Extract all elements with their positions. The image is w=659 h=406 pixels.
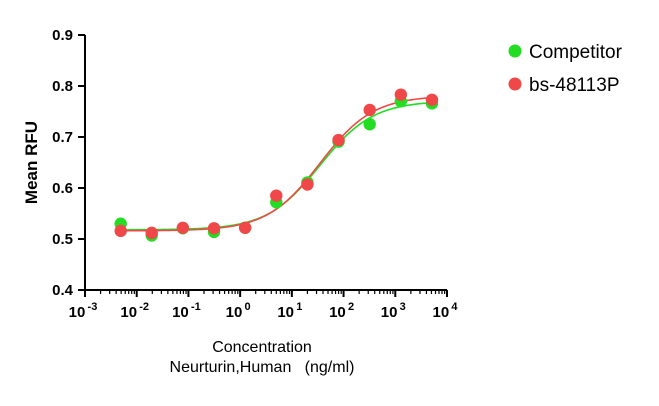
fit-curve-competitor <box>120 101 433 231</box>
x-tick-label-exponent: 4 <box>449 301 458 313</box>
x-tick-label-base: 10 <box>69 304 86 321</box>
y-tick-label: 0.4 <box>52 282 74 299</box>
data-point-bs-48113p <box>394 88 408 101</box>
y-tick-label: 0.9 <box>52 27 73 44</box>
x-tick-label: 10 -2 <box>120 301 149 321</box>
x-tick-label-exponent: -3 <box>85 301 97 313</box>
y-tick-label: 0.7 <box>52 129 73 146</box>
y-tick-label: 0.6 <box>52 180 73 197</box>
x-tick-label-base: 10 <box>381 304 398 321</box>
data-point-bs-48113p <box>207 222 221 235</box>
data-point-bs-48113p <box>332 133 345 147</box>
axis-titles: Mean RFU Concentration Neurturin,Human (ng… <box>22 121 354 376</box>
data-point-bs-48113p <box>425 93 439 106</box>
x-tick-label-base: 10 <box>432 304 449 321</box>
x-tick-label-exponent: 0 <box>242 301 250 313</box>
data-point-bs-48113p <box>270 189 283 202</box>
x-tick-label-exponent: 2 <box>346 301 354 313</box>
y-tick-label: 0.8 <box>52 78 73 95</box>
x-tick-label: 10 2 <box>329 301 354 321</box>
x-axis-title-line: Concentration <box>212 339 312 356</box>
x-tick-label: 10 3 <box>381 301 406 321</box>
points-layer <box>114 88 439 242</box>
data-point-bs-48113p <box>301 178 314 191</box>
x-axis-title-line: Neurturin,Human (ng/ml) <box>170 359 355 376</box>
x-tick-label-exponent: -1 <box>189 301 201 313</box>
x-tick-label-base: 10 <box>277 304 294 321</box>
x-tick-label: 10 4 <box>432 301 458 321</box>
x-tick-label: 10 1 <box>277 301 302 321</box>
data-point-bs-48113p <box>114 224 127 238</box>
x-tick-label: 10 -3 <box>69 301 98 321</box>
x-tick-label-base: 10 <box>226 304 243 321</box>
data-point-bs-48113p <box>363 103 376 117</box>
y-tick-label: 0.5 <box>52 231 73 248</box>
data-point-competitor <box>363 118 376 131</box>
legend-label-bs-48113p: bs-48113P <box>529 75 620 96</box>
x-tick-label-exponent: -2 <box>137 301 149 313</box>
fit-curve-bs-48113p <box>120 96 433 232</box>
x-tick-label-exponent: 3 <box>397 301 405 313</box>
legend-marker-bs-48113p <box>508 77 522 91</box>
axes-layer: 0.40.50.60.70.80.910 -3 10 -2 10 -1 10 0 10 … <box>52 27 458 321</box>
x-tick-label-base: 10 <box>172 304 189 321</box>
x-tick-label-base: 10 <box>329 304 346 321</box>
legend-label-competitor: Competitor <box>529 42 623 63</box>
y-axis-title: Mean RFU <box>22 121 41 204</box>
x-tick-label-base: 10 <box>120 304 137 321</box>
legend: Competitor bs-48113P <box>508 42 623 96</box>
x-tick-label-exponent: 1 <box>294 301 302 313</box>
data-point-bs-48113p <box>176 221 190 234</box>
data-point-bs-48113p <box>145 226 158 240</box>
curves-layer <box>120 96 433 232</box>
legend-marker-competitor <box>508 44 522 58</box>
data-point-bs-48113p <box>238 221 252 234</box>
x-tick-label: 10 -1 <box>172 301 201 321</box>
x-tick-label: 10 0 <box>226 301 251 321</box>
